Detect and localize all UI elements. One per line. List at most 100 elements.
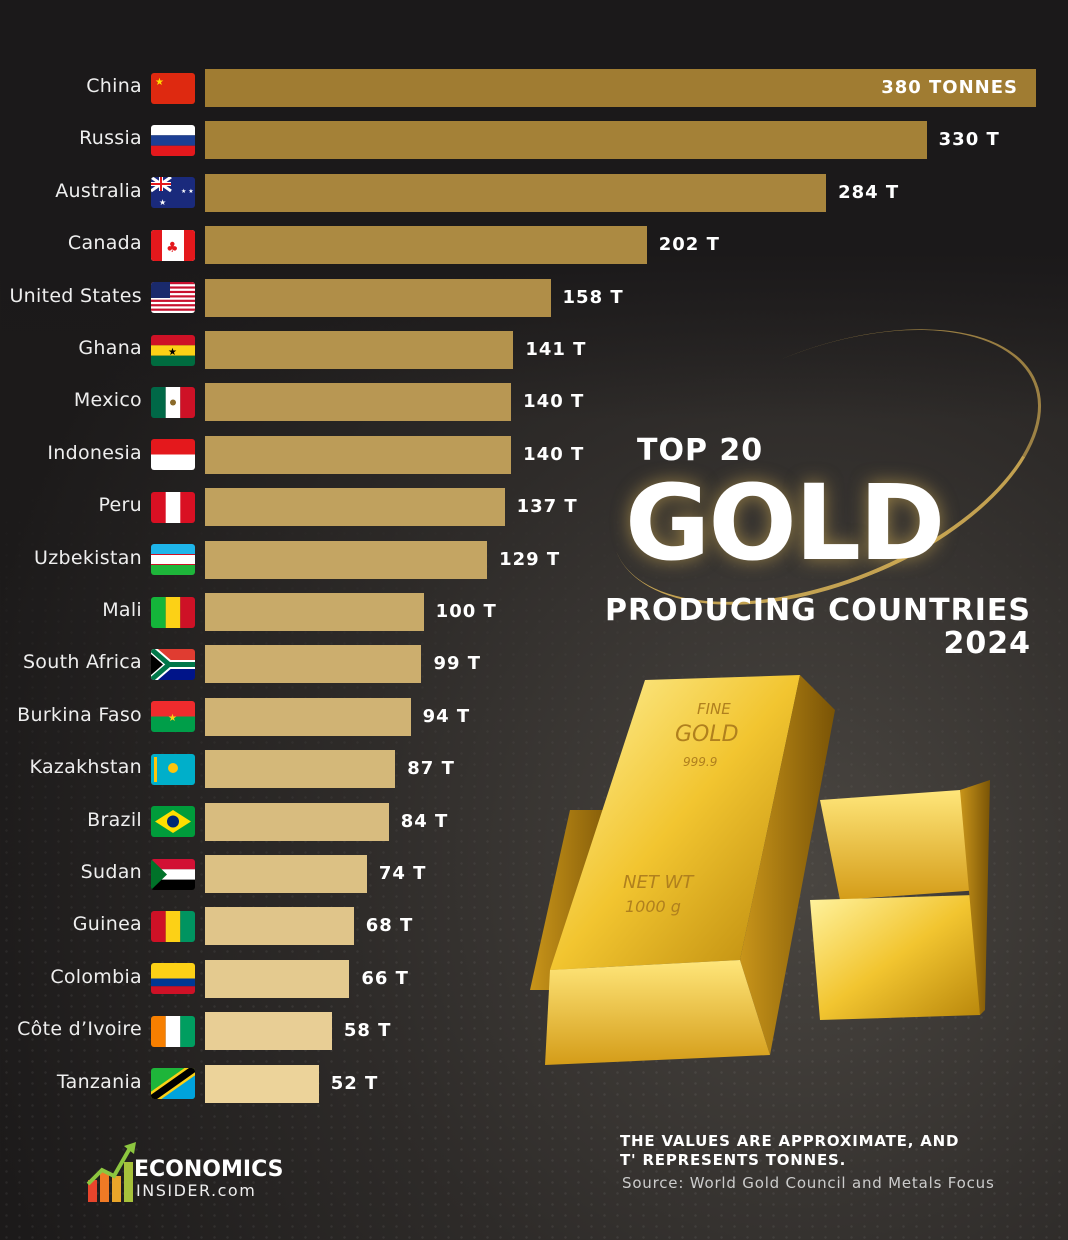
country-label: Côte d’Ivoire [17,1018,142,1041]
svg-text:★: ★ [168,713,177,724]
country-label: Uzbekistan [34,546,142,569]
bar [205,69,1036,107]
value-label: 140 T [523,443,585,465]
svg-text:★: ★ [155,77,164,88]
country-label: Guinea [72,913,142,936]
bar [205,959,350,998]
flag-cote-divoire-icon [151,1015,195,1047]
value-label: 380 TONNES [881,77,1018,98]
logo-text-economics: ECONOMICS [134,1157,284,1182]
title-sub: PRODUCING COUNTRIES 2024 [605,594,1031,660]
country-label: Australia [55,179,142,202]
svg-text:★ ★: ★ ★ [181,188,194,195]
value-label: 99 T [433,653,482,675]
flag-ghana-icon: ★ [151,334,195,366]
bar [205,697,411,736]
title-year: 2024 [943,626,1031,661]
bar [205,907,354,946]
flag-brazil-icon [151,806,195,838]
stamp-gold: GOLD [675,722,739,747]
bar [205,278,551,317]
country-label: South Africa [22,651,142,674]
bar [205,173,827,212]
title-gold: GOLD [625,462,945,584]
logo: ECONOMICS INSIDER.com [86,1140,286,1204]
flag-mexico-icon [151,386,195,418]
flag-mali-icon [151,596,195,628]
stamp-netwt: NET WT [623,872,694,893]
flag-indonesia-icon [151,439,195,471]
flag-australia-icon: ★ ★ ★ [151,177,195,209]
value-label: 284 T [838,181,900,203]
value-label: 158 T [562,286,624,308]
country-label: Mali [102,599,142,621]
stamp-fine: FINE [697,700,731,718]
title-subtitle: PRODUCING COUNTRIES [604,593,1031,628]
bar [205,1064,319,1103]
flag-china-icon: ★ [151,72,195,104]
bar [205,855,367,893]
bar [205,802,389,841]
footer-note: THE VALUES ARE APPROXIMATE, AND T' REPRE… [620,1132,960,1169]
value-label: 58 T [343,1020,392,1042]
flag-guinea-icon [151,910,195,942]
country-label: Tanzania [56,1070,142,1093]
bar [205,121,927,160]
value-label: 330 T [938,129,1000,151]
country-label: Russia [79,127,142,150]
country-label: Burkina Faso [17,703,142,726]
country-label: Peru [98,494,142,517]
bar [205,383,512,422]
flag-kazakhstan-icon [151,753,195,785]
value-label: 66 T [361,967,409,989]
bar [205,750,396,789]
country-label: Canada [67,232,142,255]
title-top: TOP 20 [637,433,764,468]
flag-peru-icon [151,491,195,523]
svg-text:♣: ♣ [166,240,179,256]
value-label: 74 T [378,863,427,884]
gold-bar-graphic [530,675,990,1065]
bar [205,1012,332,1051]
bar [205,331,514,369]
value-label: 140 T [523,391,585,413]
value-label: 84 T [400,810,449,832]
svg-text:★: ★ [159,198,166,207]
country-label: United States [9,284,142,307]
country-label: Mexico [73,389,142,412]
country-label: Indonesia [47,441,142,464]
bar [205,435,512,474]
value-label: 129 T [499,548,561,570]
flag-russia-icon [151,124,195,156]
stamp-purity: 999.9 [683,755,718,769]
value-label: 94 T [422,705,471,727]
flag-united-states-icon [151,282,195,314]
flag-uzbekistan-icon [151,544,195,576]
value-label: 100 T [435,601,497,622]
flag-burkina-faso-icon: ★ [151,701,195,733]
flag-colombia-icon [151,963,195,995]
country-label: Ghana [78,337,142,359]
value-label: 52 T [330,1072,379,1094]
country-label: Sudan [80,861,142,883]
flag-canada-icon: ♣ [151,229,195,261]
svg-text:★: ★ [168,347,177,358]
bar [205,540,488,579]
footer-source: Source: World Gold Council and Metals Fo… [622,1174,995,1192]
country-label: Kazakhstan [29,756,142,779]
flag-sudan-icon [151,858,195,890]
value-label: 87 T [407,758,455,780]
bar [205,593,424,631]
bar [205,488,505,527]
logo-text-insider: INSIDER.com [136,1181,257,1200]
value-label: 202 T [658,234,720,256]
flag-south-africa-icon [151,648,195,680]
bar [205,226,647,265]
country-label: Colombia [50,965,142,988]
country-label: Brazil [87,808,142,831]
value-label: 68 T [365,915,414,937]
logo-chart-icon [86,1142,136,1202]
bar [205,645,422,684]
flag-tanzania-icon [151,1068,195,1100]
